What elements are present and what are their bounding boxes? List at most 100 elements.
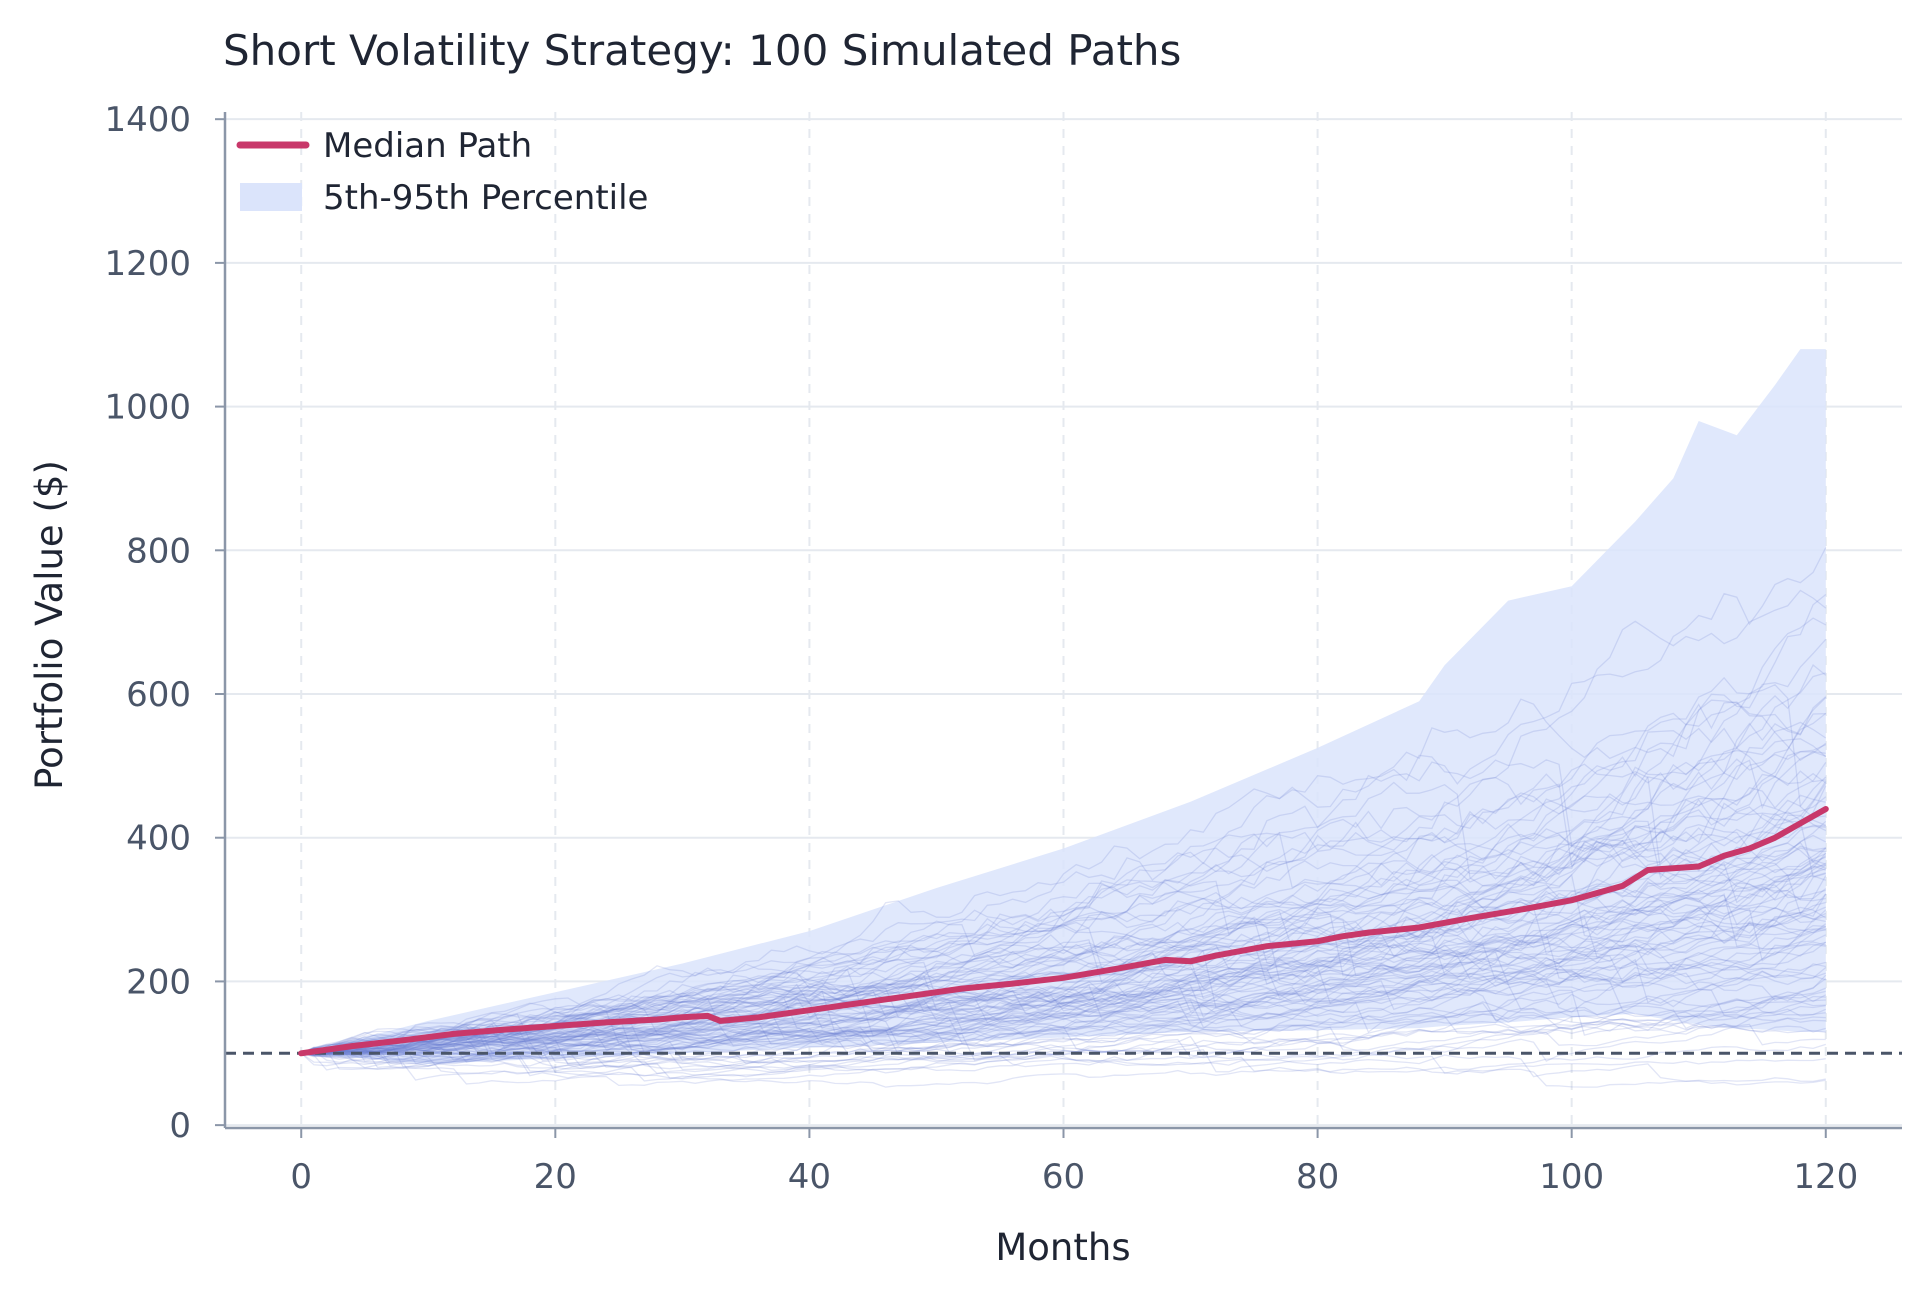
simulated-path [301, 958, 1827, 1057]
simulated-path [300, 547, 1827, 1054]
simulated-path [301, 663, 1827, 1060]
simulated-path [301, 941, 1826, 1058]
x-tick-label: 0 [290, 1157, 312, 1197]
x-tick-label: 120 [1793, 1157, 1858, 1197]
simulated-path [301, 824, 1827, 1054]
simulated-path [301, 901, 1826, 1054]
simulated-path [301, 837, 1826, 1056]
simulated-path [301, 883, 1826, 1071]
simulated-path [300, 782, 1827, 1056]
median-path-line [298, 806, 1829, 1057]
simulated-path [300, 780, 1827, 1054]
simulated-path [301, 712, 1827, 1056]
simulated-path [301, 794, 1826, 1055]
y-tick-label: 1000 [104, 388, 191, 428]
simulated-path [301, 893, 1827, 1054]
y-tick-label: 400 [126, 819, 191, 859]
simulated-path [301, 926, 1826, 1056]
y-axis-label: Portfolio Value ($) [28, 460, 71, 790]
simulated-path [301, 886, 1826, 1055]
simulated-path [301, 963, 1826, 1055]
legend: Median Path 5th-95th Percentile [236, 126, 648, 218]
simulated-path [301, 888, 1827, 1061]
x-tick-label: 40 [788, 1157, 831, 1197]
simulated-path [301, 893, 1826, 1056]
simulated-path [301, 982, 1826, 1054]
simulated-path [301, 915, 1826, 1061]
y-tick-label: 1400 [104, 100, 191, 140]
simulated-path [301, 873, 1826, 1054]
simulated-path [301, 997, 1826, 1070]
simulated-path [301, 995, 1826, 1087]
tick-labels: 0 200 400 600 800 1000 1200 1400 0 20 40 60 80 100 120 [104, 100, 1858, 1197]
simulated-path [301, 875, 1827, 1065]
simulated-path [301, 855, 1827, 1055]
simulated-path [301, 893, 1827, 1055]
y-tick-label: 1200 [104, 244, 191, 284]
simulated-path [301, 785, 1827, 1055]
simulated-path [301, 897, 1827, 1056]
simulated-path [301, 1023, 1826, 1065]
simulated-path [301, 958, 1827, 1054]
percentile-band-layer [301, 349, 1826, 1065]
simulated-path [301, 872, 1826, 1056]
simulated-path [300, 751, 1827, 1054]
simulated-path [301, 939, 1827, 1071]
simulated-path [301, 944, 1827, 1055]
simulated-path [300, 1006, 1826, 1079]
simulated-path [301, 1010, 1826, 1061]
simulated-path [301, 842, 1827, 1060]
simulated-path [301, 991, 1827, 1055]
chart-title: Short Volatility Strategy: 100 Simulated… [223, 26, 1181, 75]
x-tick-label: 60 [1042, 1157, 1085, 1197]
simulated-path [301, 699, 1826, 1054]
axes [215, 112, 1902, 1138]
percentile-band [301, 349, 1826, 1065]
simulated-path [301, 589, 1827, 1055]
simulated-path [301, 934, 1827, 1054]
simulated-path [301, 1033, 1826, 1086]
simulated-path [301, 908, 1826, 1054]
x-tick-label: 20 [534, 1157, 577, 1197]
simulated-path [301, 999, 1826, 1077]
legend-median-label: Median Path [323, 126, 532, 166]
simulated-path [301, 697, 1827, 1063]
y-tick-label: 800 [126, 531, 191, 571]
y-tick-label: 0 [169, 1106, 191, 1146]
x-tick-label: 80 [1296, 1157, 1339, 1197]
simulated-path [301, 776, 1827, 1056]
simulated-path [300, 943, 1826, 1058]
simulated-path [301, 998, 1826, 1059]
x-tick-label: 100 [1539, 1157, 1604, 1197]
legend-band-label: 5th-95th Percentile [323, 178, 648, 218]
median-path-layer [298, 806, 1829, 1057]
simulated-path [301, 638, 1827, 1054]
simulated-path [301, 912, 1827, 1063]
simulated-path [300, 672, 1826, 1054]
legend-band-swatch [240, 183, 302, 211]
simulated-path [301, 747, 1826, 1054]
simulated-path [300, 762, 1827, 1054]
simulated-path [301, 925, 1827, 1054]
y-tick-label: 200 [126, 962, 191, 1002]
simulated-path [301, 874, 1827, 1054]
simulated-paths-layer [300, 547, 1827, 1088]
simulated-path [301, 796, 1827, 1058]
simulated-path [301, 864, 1827, 1062]
simulated-path [301, 593, 1827, 1055]
simulated-path [301, 862, 1827, 1067]
simulated-path [301, 861, 1827, 1071]
simulated-path [301, 918, 1826, 1075]
simulated-path [301, 864, 1826, 1054]
simulated-path [301, 738, 1827, 1054]
grid-lines [225, 112, 1902, 1128]
simulated-path [301, 1039, 1826, 1075]
simulated-path [301, 845, 1826, 1055]
simulated-path [301, 933, 1827, 1066]
simulated-path [300, 696, 1827, 1054]
simulated-path [300, 1043, 1826, 1088]
simulated-path [301, 923, 1827, 1065]
simulated-path [301, 742, 1827, 1054]
